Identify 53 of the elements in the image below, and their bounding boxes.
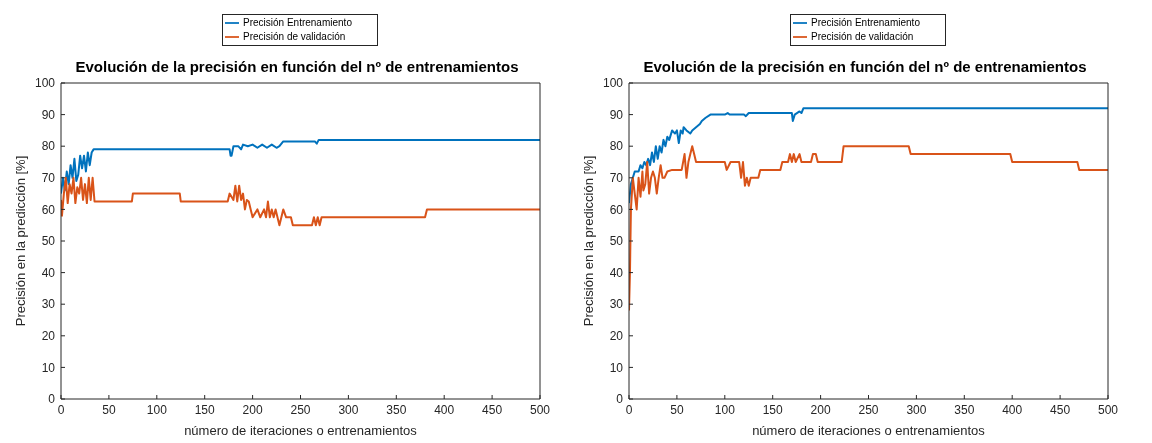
y-tick-label: 90 (609, 107, 624, 122)
x-tick-label: 50 (102, 402, 116, 417)
x-tick-label: 350 (954, 402, 975, 417)
y-tick-label: 0 (616, 392, 624, 407)
y-tick-label: 30 (609, 297, 624, 312)
y-tick-label: 30 (41, 297, 56, 312)
x-tick-label: 100 (146, 402, 168, 417)
line-series (61, 176, 540, 227)
legend-label: Precisión Entrenamiento (243, 16, 352, 28)
x-tick-label: 150 (762, 402, 784, 417)
x-tick-label: 200 (242, 402, 263, 417)
y-tick-label: 70 (41, 171, 56, 186)
legend-label: Precisión Entrenamiento (811, 16, 920, 28)
y-tick-label: 100 (602, 76, 624, 91)
y-axis-title: Precisión en la predicción [%] (12, 155, 28, 327)
y-tick-label: 100 (34, 76, 56, 91)
y-tick-label: 20 (609, 329, 624, 344)
chart-title: Evolución de la precisión en función del nº de entrenamientos (74, 58, 520, 75)
chart-title: Evolución de la precisión en función del nº de entrenamientos (642, 58, 1088, 75)
y-tick-label: 80 (41, 139, 56, 154)
y-tick-label: 40 (609, 265, 624, 280)
x-tick-label: 250 (290, 402, 311, 417)
x-tick-label: 50 (670, 402, 684, 417)
x-tick-label: 350 (386, 402, 407, 417)
x-tick-label: 300 (906, 402, 927, 417)
x-tick-label: 500 (1097, 402, 1119, 417)
x-tick-label: 400 (1002, 402, 1023, 417)
y-tick-label: 20 (41, 329, 56, 344)
y-tick-label: 70 (609, 171, 624, 186)
x-tick-label: 450 (1050, 402, 1071, 417)
x-tick-label: 450 (482, 402, 503, 417)
y-tick-label: 40 (41, 265, 56, 280)
legend-label: Precisión de validación (811, 30, 914, 42)
x-tick-label: 500 (529, 402, 551, 417)
y-tick-label: 50 (609, 234, 624, 249)
y-tick-label: 0 (48, 392, 56, 407)
x-tick-label: 150 (194, 402, 216, 417)
y-tick-label: 60 (609, 202, 624, 217)
x-tick-label: 300 (338, 402, 359, 417)
y-axis-title: Precisión en la predicción [%] (580, 155, 596, 327)
y-tick-label: 10 (609, 360, 624, 375)
x-axis-title: número de iteraciones o entrenamientos (752, 423, 986, 438)
x-tick-label: 250 (858, 402, 879, 417)
x-tick-label: 200 (810, 402, 831, 417)
legend-label: Precisión de validación (243, 30, 346, 42)
y-tick-label: 50 (41, 234, 56, 249)
y-tick-label: 60 (41, 202, 56, 217)
x-axis-title: número de iteraciones o entrenamientos (184, 423, 418, 438)
x-tick-label: 400 (434, 402, 455, 417)
y-tick-label: 90 (41, 107, 56, 122)
x-tick-label: 100 (714, 402, 736, 417)
y-tick-label: 80 (609, 139, 624, 154)
y-tick-label: 10 (41, 360, 56, 375)
